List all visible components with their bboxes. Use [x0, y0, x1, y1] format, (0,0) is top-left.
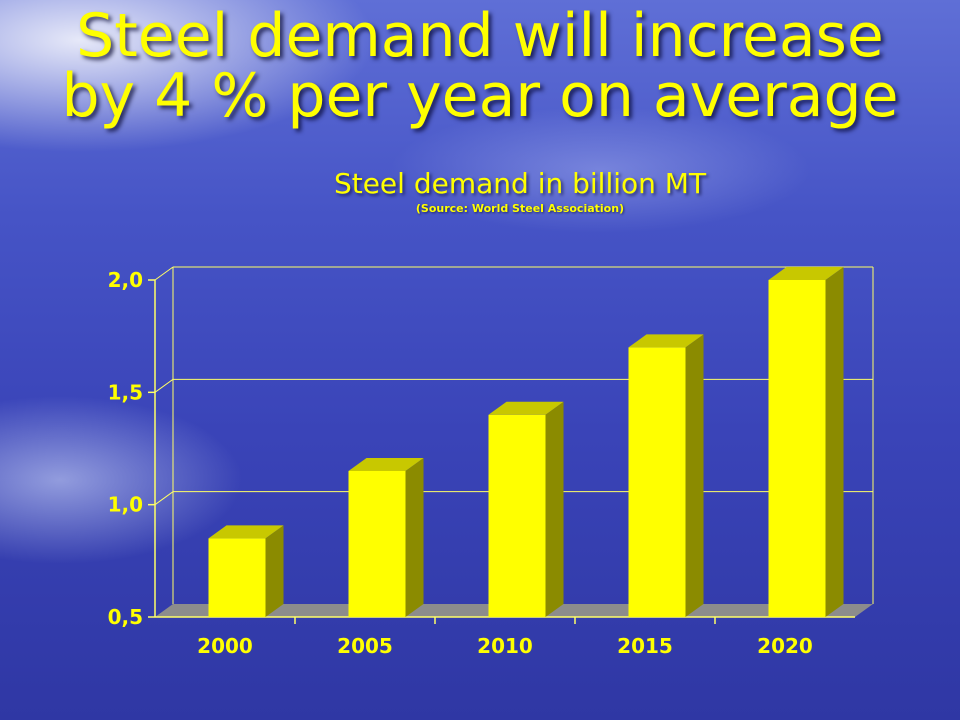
bar-2005 [348, 470, 406, 617]
bar-side-2000 [265, 525, 284, 617]
gridline-depth-1 [154, 491, 174, 506]
bar-top-2010 [488, 401, 564, 415]
chart-source-note: (Source: World Steel Association) [415, 202, 625, 215]
bar-top-2015 [628, 334, 704, 348]
bar-top-2005 [348, 457, 424, 471]
bar-2010 [488, 414, 546, 617]
x-tick-label: 2020 [757, 634, 813, 658]
bar-side-2015 [685, 334, 704, 617]
chart-subtitle: Steel demand in billion MT [333, 167, 707, 200]
bar-side-2005 [405, 457, 424, 617]
x-tick-label: 2015 [617, 634, 673, 658]
title-line-1: Steel demand will increase [76, 1, 884, 71]
bar-side-2010 [545, 401, 564, 617]
y-tick-label: 0,5 [108, 605, 143, 629]
x-tick-label: 2000 [197, 634, 253, 658]
y-tick-label: 2,0 [108, 268, 143, 292]
x-tick-label: 2010 [477, 634, 533, 658]
bar-2015 [628, 347, 686, 617]
x-tick-label: 2005 [337, 634, 393, 658]
bar-side-2020 [825, 267, 844, 617]
bar-2000 [208, 538, 266, 617]
title-line-2: by 4 % per year on average [61, 61, 899, 131]
y-tick-label: 1,0 [108, 493, 143, 517]
bar-top-2000 [208, 525, 284, 539]
gridline-depth-2 [154, 378, 174, 393]
y-tick-label: 1,5 [108, 380, 143, 404]
gridline-depth-3 [154, 266, 174, 281]
slide-title: Steel demand will increase by 4 % per ye… [0, 6, 960, 126]
bar-top-2020 [768, 267, 844, 280]
bar-2020 [768, 280, 826, 617]
